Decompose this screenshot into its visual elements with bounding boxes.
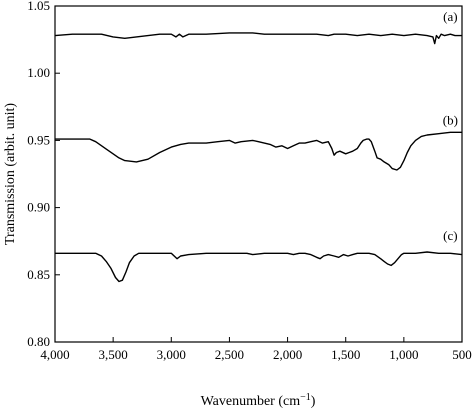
y-tick-label: 0.85	[27, 267, 50, 282]
y-tick-label: 0.80	[27, 334, 50, 349]
x-tick-label: 2,500	[215, 347, 244, 362]
series-line-0	[54, 32, 462, 45]
y-tick-label: 1.00	[27, 65, 50, 80]
x-axis: 4,000 3,500 3,000 2,500 2,000 1,500 1,000 500	[40, 337, 472, 362]
series-line-2	[55, 251, 463, 283]
series-line-1	[55, 131, 462, 171]
x-tick-label: 1,500	[331, 347, 360, 362]
series-label: (c)	[443, 228, 457, 243]
series-label: (b)	[443, 112, 458, 127]
y-axis: 0.80 0.85 0.90 0.95 1.00 1.05	[27, 0, 60, 349]
x-tick-label: 3,500	[99, 347, 128, 362]
plot-frame	[54, 5, 463, 343]
x-tick-label: 3,000	[157, 347, 186, 362]
y-tick-label: 0.95	[27, 132, 50, 147]
x-tick-label: 500	[452, 347, 472, 362]
x-tick-label: 4,000	[40, 347, 69, 362]
series-layer: (a) (b) (c)	[54, 9, 463, 283]
x-axis-title: Wavenumber (cm−1)	[201, 392, 316, 409]
y-tick-label: 1.05	[27, 0, 50, 13]
y-tick-label: 0.90	[27, 200, 50, 215]
series-label: (a)	[443, 9, 457, 24]
x-tick-label: 2,000	[273, 347, 302, 362]
x-tick-label: 1,000	[389, 347, 418, 362]
y-axis-title: Transmission (arbit. unit)	[3, 103, 18, 246]
